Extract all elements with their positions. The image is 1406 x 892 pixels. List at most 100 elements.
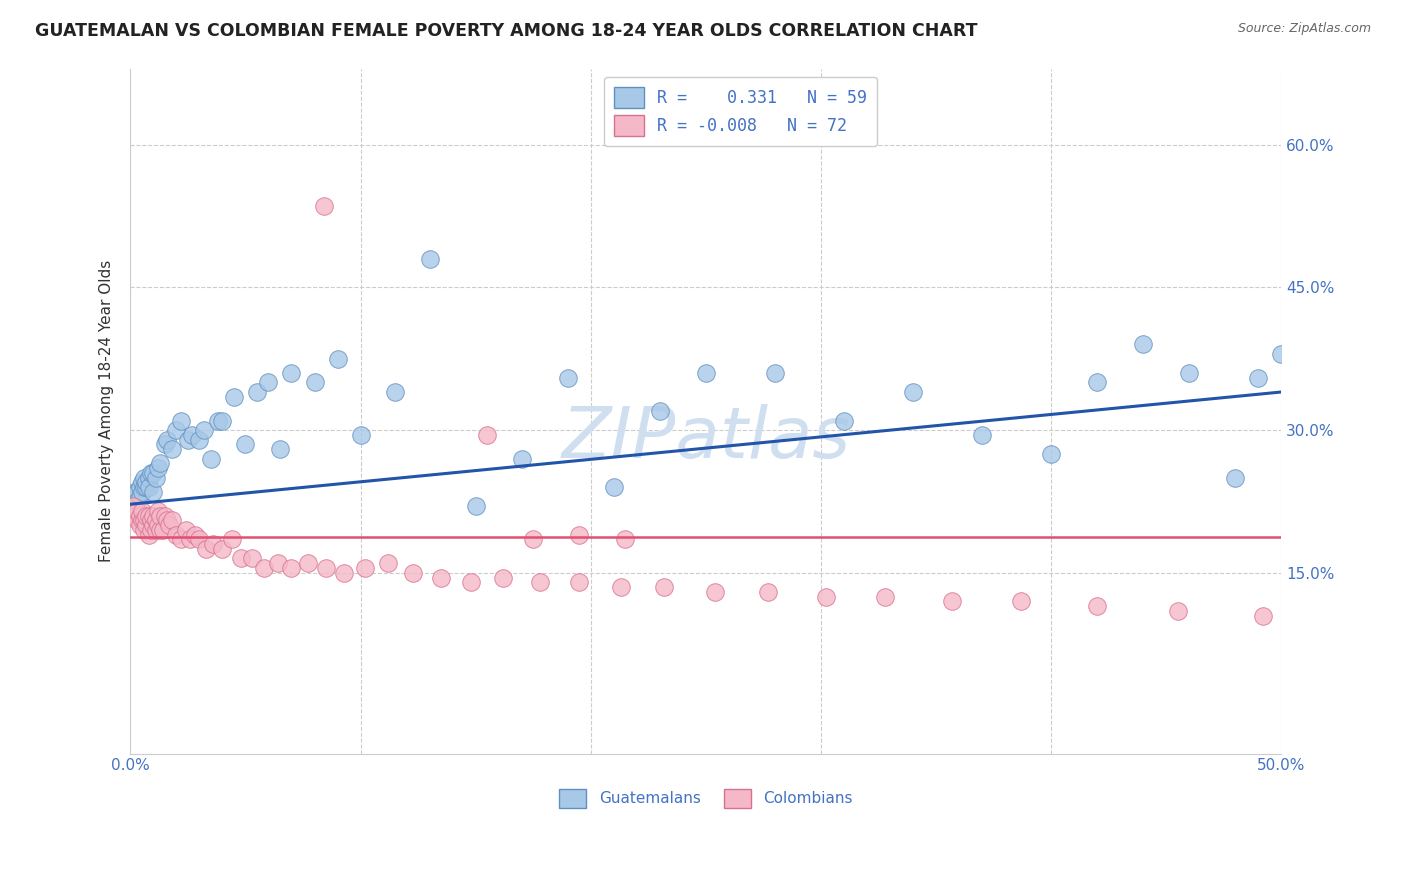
Point	[704, 584, 727, 599]
Point	[211, 541, 233, 556]
Point	[135, 508, 157, 523]
Point	[1132, 337, 1154, 351]
Point	[384, 384, 406, 399]
Point	[814, 590, 837, 604]
Point	[131, 484, 153, 499]
Point	[128, 480, 150, 494]
Point	[135, 518, 157, 533]
Point	[139, 466, 162, 480]
Point	[159, 518, 181, 533]
Point	[128, 490, 150, 504]
Point	[127, 484, 149, 499]
Point	[354, 561, 377, 575]
Point	[170, 413, 193, 427]
Point	[568, 527, 591, 541]
Point	[156, 513, 179, 527]
Point	[1167, 604, 1189, 618]
Point	[1251, 608, 1274, 623]
Point	[229, 551, 252, 566]
Text: Source: ZipAtlas.com: Source: ZipAtlas.com	[1237, 22, 1371, 36]
Point	[138, 527, 160, 541]
Point	[222, 390, 245, 404]
Point	[152, 523, 174, 537]
Y-axis label: Female Poverty Among 18-24 Year Olds: Female Poverty Among 18-24 Year Olds	[100, 260, 114, 562]
Point	[609, 580, 631, 594]
Point	[153, 437, 176, 451]
Point	[763, 366, 786, 380]
Point	[146, 518, 169, 533]
Point	[333, 566, 356, 580]
Point	[124, 484, 146, 499]
Point	[160, 513, 183, 527]
Point	[128, 508, 150, 523]
Point	[131, 513, 153, 527]
Point	[522, 533, 544, 547]
Point	[195, 541, 218, 556]
Point	[266, 556, 288, 570]
Point	[142, 508, 165, 523]
Text: GUATEMALAN VS COLOMBIAN FEMALE POVERTY AMONG 18-24 YEAR OLDS CORRELATION CHART: GUATEMALAN VS COLOMBIAN FEMALE POVERTY A…	[35, 22, 977, 40]
Point	[149, 456, 172, 470]
Point	[165, 527, 187, 541]
Point	[156, 433, 179, 447]
Point	[695, 366, 717, 380]
Point	[134, 470, 156, 484]
Point	[269, 442, 291, 456]
Point	[124, 504, 146, 518]
Point	[1270, 347, 1292, 361]
Point	[475, 427, 498, 442]
Point	[1178, 366, 1201, 380]
Point	[492, 570, 515, 584]
Point	[134, 523, 156, 537]
Point	[304, 376, 326, 390]
Point	[121, 499, 143, 513]
Point	[142, 466, 165, 480]
Point	[253, 561, 276, 575]
Point	[177, 433, 200, 447]
Point	[146, 504, 169, 518]
Point	[188, 433, 211, 447]
Point	[124, 508, 146, 523]
Point	[138, 508, 160, 523]
Point	[557, 370, 579, 384]
Point	[200, 451, 222, 466]
Text: ZIPatlas: ZIPatlas	[561, 404, 851, 473]
Point	[138, 470, 160, 484]
Point	[460, 575, 482, 590]
Point	[174, 523, 197, 537]
Point	[235, 437, 257, 451]
Point	[153, 508, 176, 523]
Point	[941, 594, 963, 608]
Point	[603, 480, 626, 494]
Point	[142, 484, 165, 499]
Point	[134, 513, 156, 527]
Point	[1225, 470, 1247, 484]
Point	[510, 451, 533, 466]
Point	[419, 252, 441, 266]
Point	[1085, 376, 1108, 390]
Point	[349, 427, 371, 442]
Point	[160, 442, 183, 456]
Point	[972, 427, 994, 442]
Point	[188, 533, 211, 547]
Point	[901, 384, 924, 399]
Point	[131, 475, 153, 490]
Point	[211, 413, 233, 427]
Point	[312, 199, 335, 213]
Point	[128, 518, 150, 533]
Point	[221, 533, 243, 547]
Point	[756, 584, 779, 599]
Point	[149, 523, 172, 537]
Point	[280, 561, 302, 575]
Point	[165, 423, 187, 437]
Point	[145, 470, 167, 484]
Point	[179, 533, 201, 547]
Point	[135, 475, 157, 490]
Point	[139, 513, 162, 527]
Point	[146, 461, 169, 475]
Point	[1040, 447, 1063, 461]
Point	[1247, 370, 1270, 384]
Point	[430, 570, 453, 584]
Point	[315, 561, 337, 575]
Point	[145, 513, 167, 527]
